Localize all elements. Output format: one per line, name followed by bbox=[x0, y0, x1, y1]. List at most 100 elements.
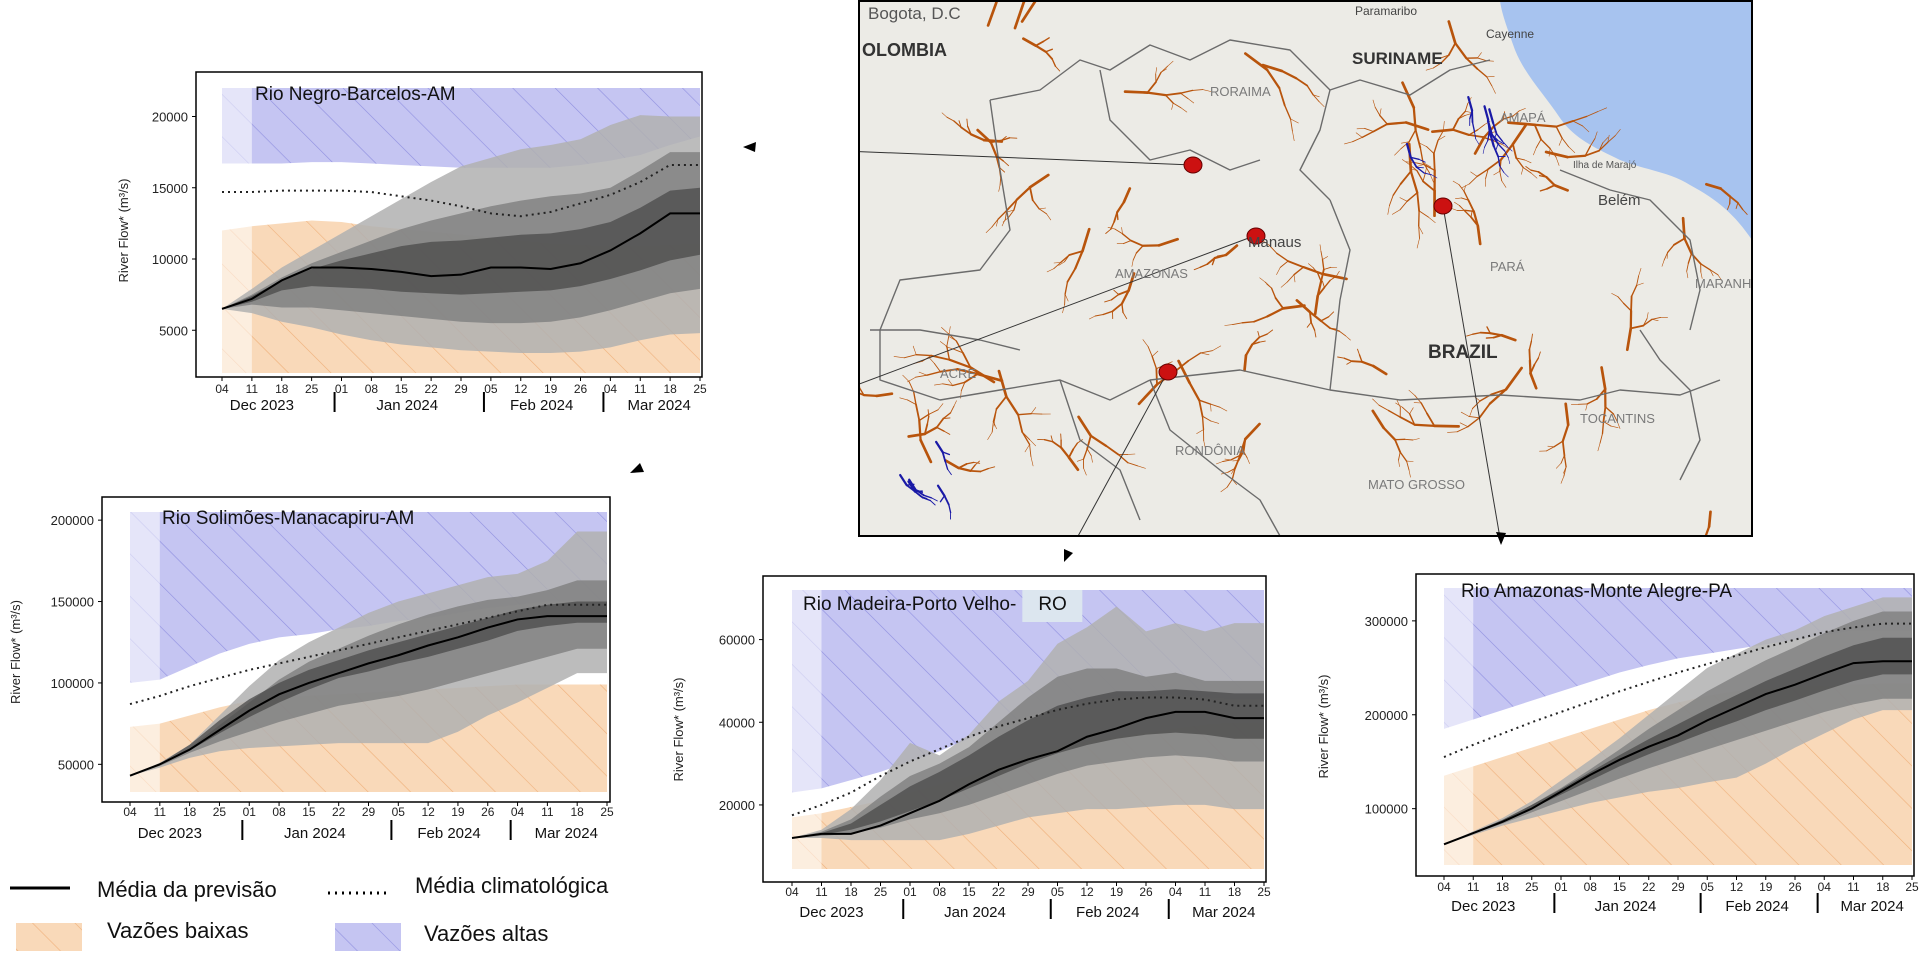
river-segment bbox=[1000, 137, 1011, 142]
river-segment bbox=[1735, 202, 1739, 209]
y-tick-label: 100000 bbox=[1365, 802, 1408, 817]
river-segment bbox=[1530, 169, 1540, 173]
chart-title-suffix-box bbox=[1022, 590, 1083, 622]
river-segment bbox=[1042, 37, 1050, 43]
river-segment bbox=[1270, 287, 1277, 299]
river-segment bbox=[966, 118, 969, 127]
x-tick-label: 25 bbox=[1257, 885, 1271, 899]
river-segment bbox=[1456, 426, 1469, 433]
x-tick-label: 19 bbox=[1110, 885, 1124, 899]
legend-clim-mean-label: Média climatológica bbox=[415, 873, 609, 898]
river-segment bbox=[1243, 353, 1248, 372]
river-segment bbox=[1472, 331, 1482, 335]
river-segment bbox=[1563, 454, 1567, 468]
river-segment bbox=[1423, 163, 1436, 171]
x-tick-label: 01 bbox=[1554, 880, 1568, 894]
river-segment bbox=[935, 417, 945, 429]
river-segment bbox=[1116, 200, 1126, 214]
x-tick-label: 22 bbox=[992, 885, 1006, 899]
river-segment bbox=[1164, 92, 1182, 96]
river-segment bbox=[1243, 450, 1248, 459]
river-segment bbox=[1258, 333, 1268, 338]
river-segment bbox=[1525, 166, 1532, 171]
x-tick-label: 04 bbox=[511, 805, 525, 819]
river-segment bbox=[1563, 466, 1567, 474]
map-label-tocantins: TOCANTINS bbox=[1580, 411, 1655, 426]
chart-rio-amazonas-monte-alegre: Rio Amazonas-Monte Alegre-PA 100000 200000… bbox=[1316, 573, 1919, 915]
river-segment bbox=[1492, 121, 1498, 135]
river-segment bbox=[957, 466, 972, 473]
river-segment bbox=[969, 469, 982, 473]
x-tick-label: 11 bbox=[634, 382, 647, 396]
river-segment bbox=[1046, 213, 1052, 221]
river-segment bbox=[1295, 77, 1309, 87]
arrow-head-porto-velho bbox=[1064, 549, 1073, 562]
river-segment bbox=[1051, 440, 1062, 449]
river-segment bbox=[914, 490, 923, 493]
river-segment bbox=[1490, 388, 1507, 396]
river-segment bbox=[1719, 187, 1732, 198]
x-tick-label: 26 bbox=[481, 805, 495, 819]
river-segment bbox=[1451, 128, 1471, 137]
x-tick-label: 22 bbox=[424, 382, 438, 396]
river-segment bbox=[1418, 225, 1420, 239]
river-segment bbox=[995, 218, 999, 227]
river-segment bbox=[1512, 143, 1518, 159]
river-segment bbox=[946, 116, 955, 122]
river-segment bbox=[1472, 210, 1479, 227]
river-segment bbox=[1521, 167, 1524, 175]
river-segment bbox=[962, 351, 972, 369]
map-state-borders bbox=[870, 39, 1721, 536]
river-segment bbox=[1151, 350, 1159, 357]
river-segment bbox=[1425, 67, 1434, 71]
river-segment bbox=[1053, 261, 1062, 270]
river-segment bbox=[1561, 440, 1566, 457]
chart-title: Rio Solimões-Manacapiru-AM bbox=[162, 508, 414, 529]
river-segment bbox=[1464, 102, 1469, 112]
river-segment bbox=[1458, 184, 1465, 192]
river-segment bbox=[939, 368, 959, 373]
river-segment bbox=[1431, 174, 1438, 179]
river-segment bbox=[1224, 324, 1233, 326]
river-segment bbox=[1701, 548, 1703, 556]
river-segment bbox=[1005, 198, 1018, 212]
river-segment bbox=[1361, 130, 1375, 139]
x-tick-label: 08 bbox=[933, 885, 947, 899]
x-tick-label: 01 bbox=[903, 885, 917, 899]
mean-forecast-line bbox=[1443, 660, 1912, 846]
river-segment bbox=[1265, 68, 1281, 90]
river-segment bbox=[1432, 62, 1442, 69]
river-segment bbox=[1007, 209, 1015, 213]
river-segment bbox=[1200, 350, 1213, 354]
river-segment bbox=[1278, 87, 1286, 107]
x-tick-label: 29 bbox=[1021, 885, 1035, 899]
map-labels: Bogota, D.C OLOMBIA Paramaribo Cayenne S… bbox=[862, 4, 1752, 492]
river-segment bbox=[1598, 142, 1604, 152]
river-segment bbox=[1610, 425, 1619, 429]
river-segment bbox=[1157, 237, 1179, 247]
river-segment bbox=[1122, 187, 1132, 204]
river-segment bbox=[915, 403, 921, 422]
river-segment bbox=[1485, 168, 1489, 179]
x-tick-label: 15 bbox=[962, 885, 976, 899]
river-segment bbox=[1528, 348, 1531, 362]
river-segment bbox=[1210, 403, 1212, 412]
x-tick-label: 25 bbox=[305, 382, 319, 396]
river-segment bbox=[936, 426, 945, 432]
river-segment bbox=[1422, 172, 1426, 182]
river-segment bbox=[944, 459, 960, 470]
river-segment bbox=[986, 1, 998, 27]
y-tick-label: 5000 bbox=[159, 323, 188, 338]
river-segment bbox=[1372, 123, 1389, 133]
river-segment bbox=[1345, 335, 1351, 341]
river-segment bbox=[1319, 244, 1322, 252]
river-segment bbox=[1293, 274, 1296, 283]
river-segment bbox=[966, 125, 972, 135]
x-tick-label: 26 bbox=[574, 382, 588, 396]
x-tick-label: 05 bbox=[1051, 885, 1065, 899]
river-segment bbox=[1500, 333, 1517, 342]
arrow-head-barcelos bbox=[743, 142, 756, 152]
river-segment bbox=[942, 383, 954, 386]
river-segment bbox=[1666, 244, 1675, 254]
river-segment bbox=[1454, 42, 1468, 60]
